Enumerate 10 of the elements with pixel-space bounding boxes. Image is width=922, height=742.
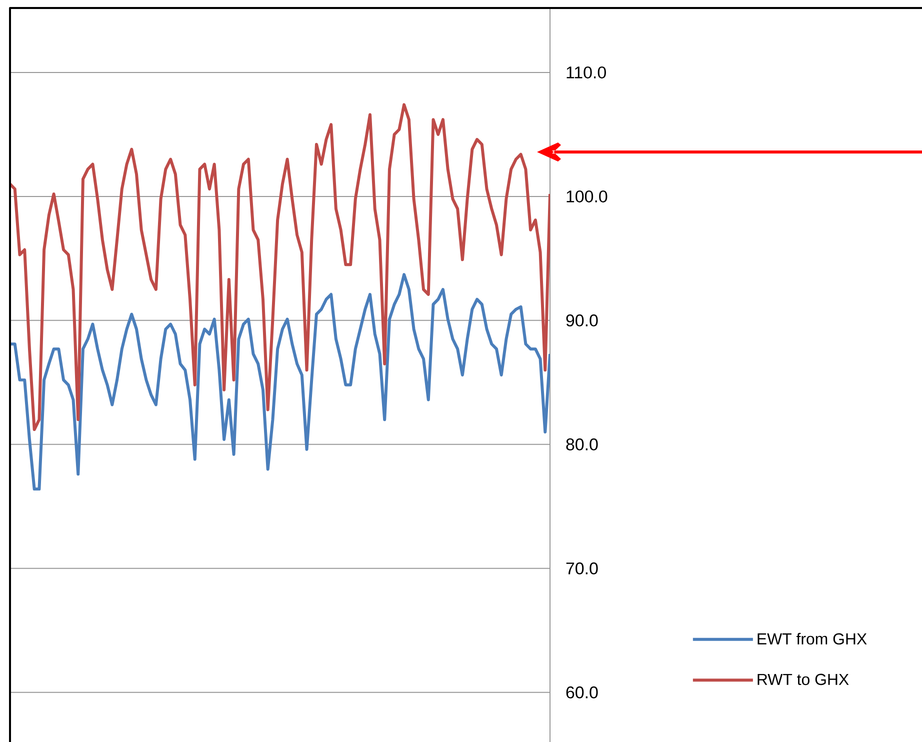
legend-label: RWT to GHX [758,674,849,686]
line-series [10,103,550,432]
y-tick-label: 90.0 [566,314,598,326]
y-tick-label: 110.0 [566,66,606,78]
y-tick-label: 60.0 [566,686,598,698]
y-tick-label: 80.0 [566,438,598,450]
y-tick-label: 100.0 [566,190,608,202]
legend-label: EWT from GHX [758,632,867,645]
line-series [10,273,550,491]
y-tick-label: 70.0 [566,562,598,574]
